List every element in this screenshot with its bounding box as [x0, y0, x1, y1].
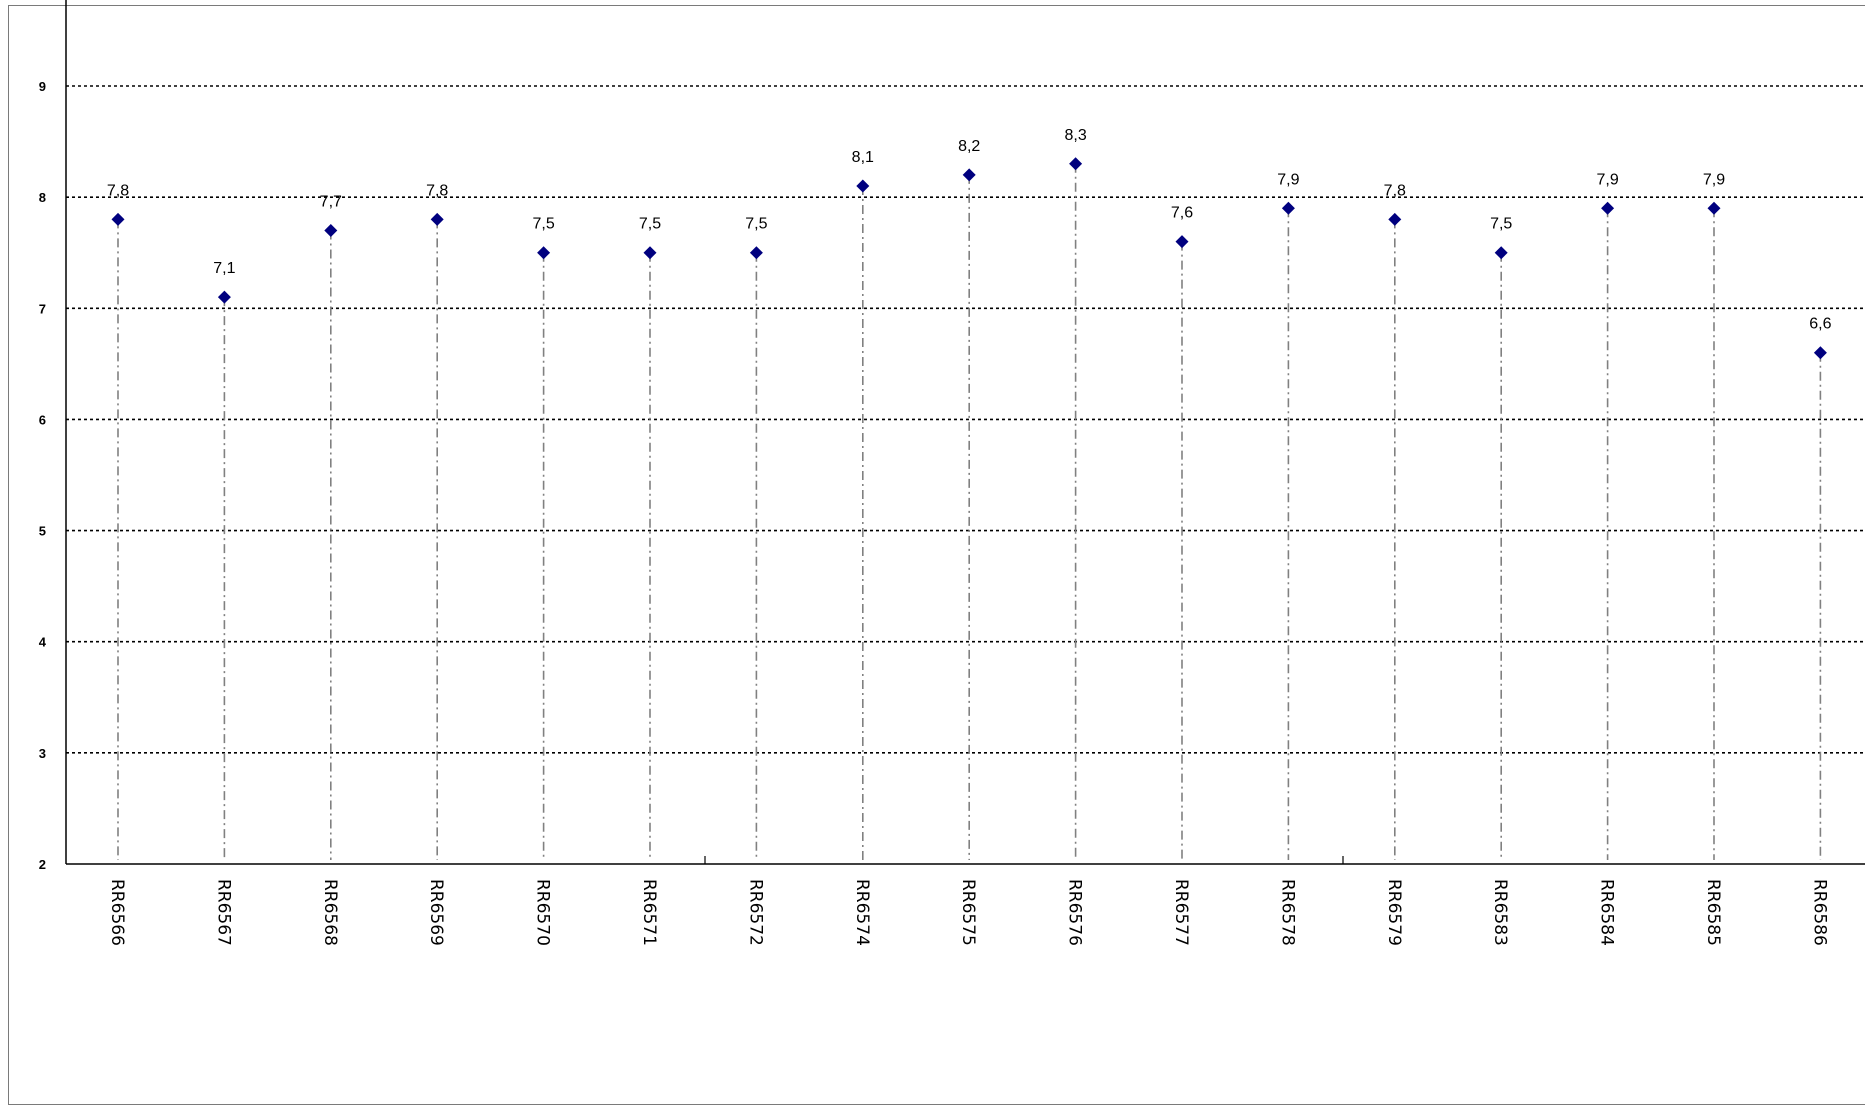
- data-label: 7,8: [1384, 182, 1406, 199]
- data-point-marker: [217, 290, 231, 304]
- data-point-marker: [537, 246, 551, 260]
- data-point-marker: [643, 246, 657, 260]
- gridlines: [66, 85, 1865, 864]
- x-tick-label: RR6572: [745, 879, 765, 946]
- y-tick-label: 3: [39, 746, 46, 761]
- data-label: 7,8: [426, 182, 448, 199]
- data-points: [111, 157, 1827, 360]
- data-point-marker: [1601, 201, 1615, 215]
- x-tick-label: RR6567: [213, 879, 233, 946]
- data-point-marker: [1388, 212, 1402, 226]
- data-label: 7,7: [320, 193, 342, 210]
- data-point-marker: [1813, 346, 1827, 360]
- x-tick-label: RR6566: [107, 879, 127, 946]
- data-label: 6,6: [1809, 316, 1831, 333]
- y-tick-label: 8: [39, 190, 46, 205]
- data-point-marker: [1069, 157, 1083, 171]
- data-label: 7,9: [1596, 171, 1618, 188]
- data-label: 7,1: [213, 260, 235, 277]
- x-tick-label: RR6576: [1065, 879, 1085, 946]
- data-label: 7,6: [1171, 205, 1193, 222]
- data-point-marker: [430, 212, 444, 226]
- data-point-marker: [749, 246, 763, 260]
- data-label: 8,1: [852, 149, 874, 166]
- y-tick-label: 7: [39, 301, 46, 316]
- x-tick-label: RR6578: [1277, 879, 1297, 946]
- y-tick-label: 9: [39, 79, 46, 94]
- data-label: 7,9: [1703, 171, 1725, 188]
- data-point-marker: [324, 223, 338, 237]
- data-point-marker: [1175, 235, 1189, 249]
- x-tick-labels: RR6566 RR6567 RR6568 RR6569 RR6570 RR6571 RR65…: [107, 879, 1829, 946]
- y-tick-label: 4: [39, 635, 47, 650]
- data-label: 8,2: [958, 138, 980, 155]
- x-tick-label: RR6579: [1384, 879, 1404, 946]
- y-tick-label: 6: [39, 412, 46, 427]
- y-tick-label: 2: [39, 857, 46, 872]
- data-point-marker: [962, 168, 976, 182]
- data-label: 7,5: [745, 216, 767, 233]
- data-point-marker: [1281, 201, 1295, 215]
- x-tick-label: RR6586: [1809, 879, 1829, 946]
- data-point-marker: [1707, 201, 1721, 215]
- drop-lines: [117, 163, 1822, 860]
- data-label: 7,9: [1277, 171, 1299, 188]
- data-label: 7,5: [639, 216, 661, 233]
- x-tick-label: RR6570: [533, 879, 553, 946]
- x-tick-label: RR6585: [1703, 879, 1723, 946]
- x-tick-label: RR6583: [1490, 879, 1510, 946]
- x-tick-label: RR6577: [1171, 879, 1191, 946]
- data-label: 7,5: [532, 216, 554, 233]
- x-tick-label: RR6575: [958, 879, 978, 946]
- x-tick-label: RR6571: [639, 879, 659, 946]
- data-label: 7,5: [1490, 216, 1512, 233]
- chart-frame: [8, 5, 1865, 1105]
- data-point-marker: [1494, 246, 1508, 260]
- x-tick-label: RR6574: [852, 879, 872, 946]
- data-labels: 7,8 7,1 7,7 7,8 7,5 7,5 7,5 8,1 8,2 8,3 7,6 7,9 7,8 7…: [107, 127, 1832, 333]
- data-point-marker: [856, 179, 870, 193]
- data-label: 7,8: [107, 182, 129, 199]
- x-tick-label: RR6568: [320, 879, 340, 946]
- data-label: 8,3: [1064, 127, 1086, 144]
- x-tick-label: RR6584: [1597, 879, 1617, 946]
- x-tick-label: RR6569: [426, 879, 446, 946]
- y-tick-label: 5: [39, 524, 46, 539]
- data-point-marker: [111, 212, 125, 226]
- y-tick-labels: 2 3 4 5 6 7 8 9: [39, 79, 47, 872]
